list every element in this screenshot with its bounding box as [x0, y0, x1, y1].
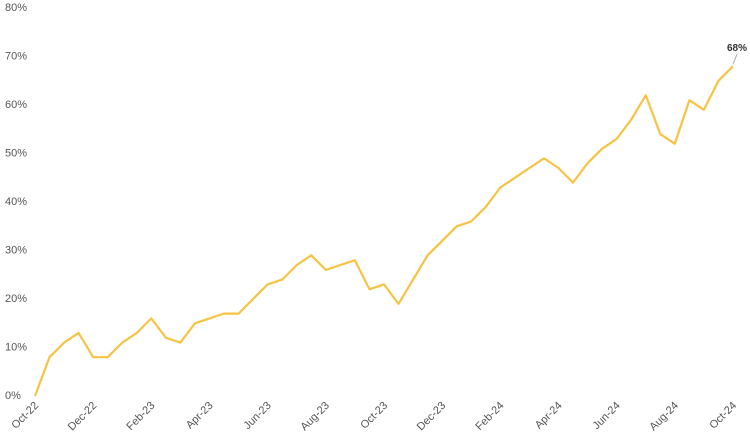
x-tick-label: Jun-24: [591, 400, 623, 432]
y-tick-label: 70%: [5, 50, 27, 62]
x-tick-label: Apr-23: [184, 400, 216, 432]
x-tick-label: Aug-24: [647, 400, 681, 434]
y-tick-label: 20%: [5, 293, 27, 305]
y-tick-label: 10%: [5, 341, 27, 353]
y-tick-label: 80%: [5, 2, 27, 14]
x-tick-label: Jun-23: [242, 400, 274, 432]
label-leader: [732, 54, 738, 65]
y-tick-label: 40%: [5, 196, 27, 208]
x-tick-label: Dec-22: [66, 400, 100, 434]
y-tick-label: 0%: [5, 390, 21, 402]
data-label: 68%: [727, 43, 747, 54]
y-tick-label: 30%: [5, 244, 27, 256]
y-tick-label: 60%: [5, 99, 27, 111]
x-tick-label: Apr-24: [533, 400, 565, 432]
x-tick-label: Oct-22: [9, 400, 41, 432]
x-tick-label: Oct-23: [358, 400, 390, 432]
y-tick-label: 50%: [5, 147, 27, 159]
x-tick-label: Aug-23: [298, 400, 332, 434]
x-tick-label: Oct-24: [707, 400, 739, 432]
x-tick-label: Feb-23: [124, 400, 157, 433]
line: [33, 65, 734, 397]
x-tick-label: Dec-23: [415, 400, 449, 434]
x-tick-label: Feb-24: [473, 400, 506, 433]
